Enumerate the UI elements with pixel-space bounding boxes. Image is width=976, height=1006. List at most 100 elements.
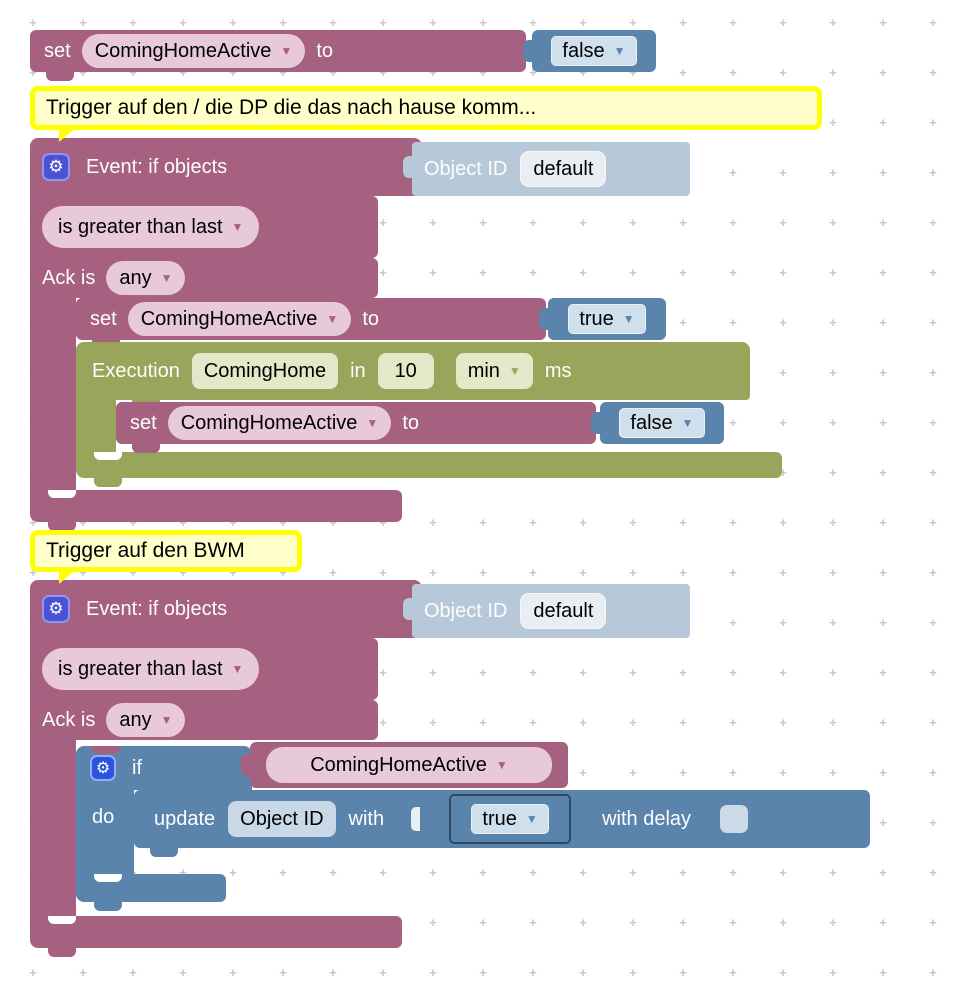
connector-notch	[92, 746, 120, 754]
chevron-down-icon: ▼	[280, 44, 293, 58]
object-id-label: Object ID	[424, 599, 508, 622]
chevron-down-icon: ▼	[160, 713, 173, 727]
variable-value-block[interactable]: ComingHomeActive ▼	[241, 742, 568, 788]
connector-tab	[403, 156, 414, 178]
ack-label: Ack is	[42, 708, 96, 731]
object-id-field[interactable]: Object ID	[228, 801, 336, 837]
event-title: Event: if objects	[86, 155, 228, 178]
variable-dropdown[interactable]: ComingHomeActive ▼	[81, 34, 306, 68]
delay-checkbox[interactable]	[720, 805, 749, 833]
value-socket	[411, 807, 421, 831]
connector-tab	[523, 40, 534, 62]
gear-icon[interactable]: ⚙	[90, 755, 116, 781]
set-keyword: set	[130, 411, 157, 434]
connector-bump	[150, 847, 178, 857]
chevron-down-icon: ▼	[622, 312, 635, 326]
boolean-dropdown[interactable]: true ▼	[471, 804, 549, 834]
boolean-value-block[interactable]: false ▼	[523, 30, 656, 72]
connector-bump	[132, 443, 160, 453]
variable-dropdown[interactable]: ComingHomeActive ▼	[127, 302, 352, 336]
if-block-spine[interactable]	[76, 790, 134, 874]
chevron-down-icon: ▼	[326, 312, 339, 326]
set-keyword: set	[90, 307, 117, 330]
timeout-name-field[interactable]: ComingHome	[191, 353, 339, 389]
event-block-dp-footer[interactable]	[30, 490, 402, 531]
condition-dropdown[interactable]: is greater than last ▼	[42, 206, 260, 248]
boolean-dropdown[interactable]: true ▼	[568, 304, 646, 334]
object-id-block[interactable]: Object ID default	[403, 584, 690, 638]
chevron-down-icon: ▼	[231, 220, 244, 234]
chevron-down-icon: ▼	[366, 416, 379, 430]
connector-bump	[94, 477, 122, 487]
ack-dropdown[interactable]: any ▼	[106, 261, 186, 295]
connector-notch	[48, 490, 76, 498]
update-keyword: update	[154, 807, 216, 830]
chevron-down-icon: ▼	[525, 812, 538, 826]
connector-tab	[539, 308, 550, 330]
comment-pointer	[59, 567, 79, 584]
comment-block[interactable]: Trigger auf den BWM	[30, 530, 302, 584]
gear-icon[interactable]: ⚙	[42, 153, 70, 181]
object-id-block[interactable]: Object ID default	[403, 142, 690, 196]
connector-bump	[48, 947, 76, 957]
connector-bump	[48, 521, 76, 531]
to-keyword: to	[316, 39, 333, 62]
event-dp-ack-row: Ack is any ▼	[30, 258, 378, 298]
chevron-down-icon: ▼	[508, 364, 521, 378]
boolean-dropdown[interactable]: false ▼	[551, 36, 637, 66]
event-dp-condition-row: is greater than last ▼	[30, 196, 378, 258]
execution-block-spine[interactable]	[76, 400, 116, 452]
connector-notch	[94, 874, 122, 882]
event-block-dp-header[interactable]: ⚙ Event: if objects	[30, 138, 422, 196]
execution-block-footer[interactable]	[76, 452, 782, 487]
set-variable-block[interactable]: set ComingHomeActive ▼ to	[76, 298, 546, 349]
connector-notch	[48, 916, 76, 924]
comment-text: Trigger auf den / die DP die das nach ha…	[46, 96, 537, 119]
object-id-value[interactable]: default	[520, 593, 607, 629]
delay-value-field[interactable]: 10	[377, 353, 434, 389]
gear-icon[interactable]: ⚙	[42, 595, 70, 623]
event-title: Event: if objects	[86, 597, 228, 620]
execution-block-header[interactable]: Execution ComingHome in 10 min ▼ ms	[76, 342, 750, 409]
unit-dropdown[interactable]: min ▼	[455, 353, 533, 389]
chevron-down-icon: ▼	[495, 758, 508, 772]
to-keyword: to	[362, 307, 379, 330]
ms-label: ms	[544, 359, 572, 382]
if-block-header[interactable]: ⚙ if	[76, 746, 252, 790]
with-delay-label: with delay	[602, 807, 692, 830]
comment-text: Trigger auf den BWM	[46, 539, 245, 562]
if-block-footer[interactable]	[76, 874, 226, 911]
connector-notch	[94, 452, 122, 460]
ack-dropdown[interactable]: any ▼	[106, 703, 186, 737]
in-keyword: in	[350, 359, 366, 382]
object-id-label: Object ID	[424, 157, 508, 180]
update-block[interactable]: update Object ID with true ▼ with delay	[134, 790, 870, 857]
boolean-value-block[interactable]: false ▼	[591, 402, 724, 444]
event-block-bwm-footer[interactable]	[30, 916, 402, 957]
event-block-bwm-header[interactable]: ⚙ Event: if objects	[30, 580, 422, 638]
connector-tab	[241, 754, 252, 776]
boolean-dropdown[interactable]: false ▼	[619, 408, 705, 438]
connector-tab	[403, 598, 414, 620]
object-id-value[interactable]: default	[520, 151, 607, 187]
chevron-down-icon: ▼	[160, 271, 173, 285]
connector-tab	[591, 412, 602, 434]
boolean-value-block[interactable]: true ▼	[449, 794, 572, 844]
set-variable-block[interactable]: set ComingHomeActive ▼ to	[116, 402, 596, 453]
set-variable-block[interactable]: set ComingHomeActive ▼ to	[30, 30, 526, 81]
set-keyword: set	[44, 39, 71, 62]
event-bwm-condition-row: is greater than last ▼	[30, 638, 378, 700]
boolean-value-block[interactable]: true ▼	[539, 298, 666, 340]
comment-block[interactable]: Trigger auf den / die DP die das nach ha…	[30, 86, 822, 142]
variable-dropdown[interactable]: ComingHomeActive ▼	[266, 747, 552, 783]
variable-dropdown[interactable]: ComingHomeActive ▼	[167, 406, 392, 440]
ack-label: Ack is	[42, 266, 96, 289]
condition-dropdown[interactable]: is greater than last ▼	[42, 648, 260, 690]
do-label: do	[92, 806, 115, 828]
with-keyword: with	[348, 807, 385, 830]
chevron-down-icon: ▼	[613, 44, 626, 58]
chevron-down-icon: ▼	[681, 416, 694, 430]
event-bwm-ack-row: Ack is any ▼	[30, 700, 378, 740]
chevron-down-icon: ▼	[231, 662, 244, 676]
